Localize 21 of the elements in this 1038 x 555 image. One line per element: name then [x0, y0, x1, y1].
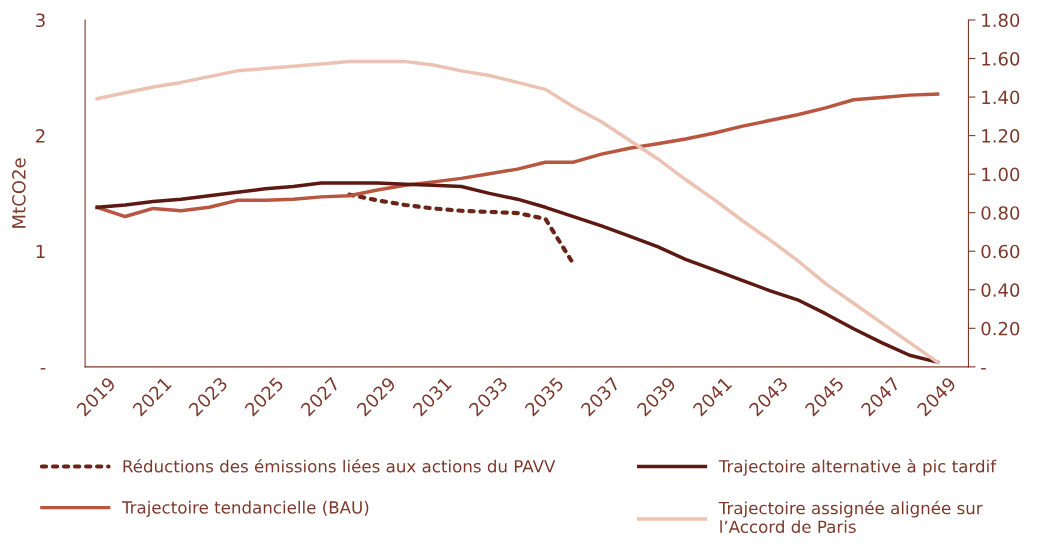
y-tick-label: -	[40, 368, 46, 370]
y2-tick-label: -	[981, 368, 986, 370]
y2-tick-label: 1.80	[982, 13, 1020, 28]
legend-label: Trajectoire alternative à pic tardif	[718, 459, 997, 476]
y-tick-label: 2	[36, 129, 45, 143]
y2-tick-label: 1.20	[982, 129, 1020, 143]
y2-tick-label: 1.00	[982, 167, 1020, 182]
line-series	[95, 59, 940, 364]
legend-label: Trajectoire assignée alignée sur l’Accord de Paris	[718, 500, 983, 534]
y2-tick-label: 0.20	[981, 321, 1020, 336]
y2-tick-label: 0.80	[981, 206, 1020, 220]
y2-tick-label: 0.40	[981, 283, 1020, 297]
legend-label: Trajectoire tendancielle (BAU)	[121, 500, 369, 517]
y-tick-label: 1	[36, 244, 45, 259]
y-tick-label: 3	[36, 13, 45, 28]
y2-tick-label: 1.40	[982, 90, 1020, 105]
y2-tick-label: 1.60	[982, 51, 1020, 66]
y2-tick-label: 0.60	[981, 244, 1020, 259]
legend-label: Réductions des émissions liées aux actions du PAVV	[123, 459, 556, 473]
y-axis-title: MtCO2e	[12, 158, 26, 228]
line-series	[95, 92, 940, 219]
